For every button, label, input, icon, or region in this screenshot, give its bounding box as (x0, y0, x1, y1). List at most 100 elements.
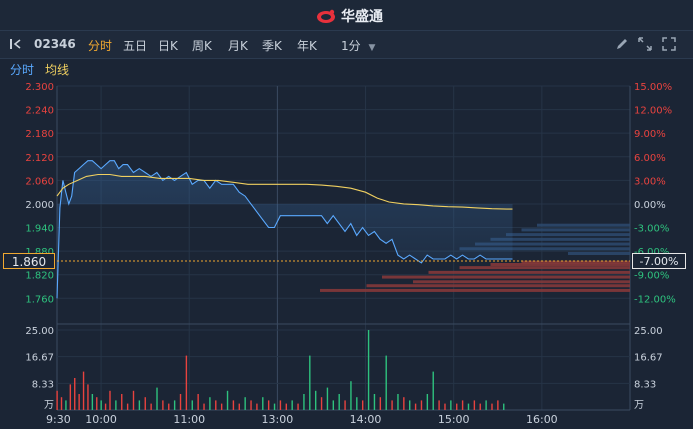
volume-bar (185, 355, 188, 410)
order-book-bar (490, 237, 630, 241)
volume-bar (367, 330, 370, 410)
vol-tick-right: 25.00 (634, 326, 663, 337)
volume-bar (326, 387, 329, 410)
legend-timeshare[interactable]: 分时 (10, 63, 35, 77)
volume-bar (503, 403, 505, 410)
y-tick-right: 12.00% (634, 106, 672, 117)
tab-monthly-k[interactable]: 月K (228, 39, 248, 53)
volume-bar (179, 394, 182, 410)
price-area (57, 160, 513, 299)
order-book-bar (459, 247, 630, 251)
y-tick-left: 1.760 (25, 294, 54, 305)
y-tick-right: -9.00% (634, 271, 669, 282)
volume-bar (121, 394, 123, 410)
volume-bar (232, 400, 235, 410)
order-book-bar (366, 284, 630, 288)
volume-bar (273, 403, 276, 410)
volume-bar (209, 397, 211, 410)
vol-tick-right: 16.67 (634, 353, 663, 364)
x-tick: 9:30 (46, 413, 71, 426)
order-book-bar (475, 242, 630, 246)
order-book-bar (490, 262, 630, 266)
y-tick-left: 2.180 (25, 129, 54, 140)
tab-quarterly-k[interactable]: 季K (262, 39, 282, 53)
y-tick-left: 1.940 (25, 224, 54, 235)
current-change-tag: -7.00% (632, 253, 686, 269)
interval-select[interactable]: 1分 ▼ (341, 37, 375, 54)
x-tick: 11:00 (173, 413, 205, 426)
volume-bar (491, 403, 493, 410)
volume-bar (350, 381, 352, 410)
volume-bar (373, 394, 376, 410)
volume-bar (479, 403, 481, 410)
vol-tick-right: 8.33 (634, 379, 656, 390)
x-tick: 16:00 (526, 413, 558, 426)
volume-bar (497, 400, 499, 410)
y-tick-right: 6.00% (634, 153, 666, 164)
x-tick: 14:00 (350, 413, 382, 426)
tab-daily-k[interactable]: 日K (158, 39, 178, 53)
y-tick-right: -12.00% (634, 294, 676, 305)
chevron-down-icon: ▼ (368, 43, 376, 53)
volume-bar (403, 397, 405, 410)
y-tick-right: 15.00% (634, 82, 672, 93)
volume-bar (197, 394, 199, 410)
vol-tick-left: 25.00 (25, 326, 54, 337)
volume-bar (379, 397, 382, 410)
volume-bar (144, 397, 146, 410)
vol-tick-right: 万 (634, 400, 644, 411)
price-line (56, 160, 513, 299)
volume-bar (109, 390, 111, 410)
volume-bar (238, 403, 240, 410)
volume-bar (82, 371, 85, 410)
order-book-bar (506, 233, 630, 237)
tab-weekly-k[interactable]: 周K (192, 39, 212, 53)
order-book-bar (428, 270, 630, 274)
chart-grid (56, 85, 631, 411)
volume-bar (65, 400, 67, 410)
volume-bar (432, 371, 434, 410)
brand-name: 华盛通 (341, 9, 383, 25)
volume-bar (438, 400, 440, 410)
brand: 华盛通 (315, 6, 383, 26)
volume-bar (467, 403, 470, 410)
vol-tick-left: 16.67 (25, 353, 54, 364)
current-price-tag: 1.860 (3, 253, 55, 269)
volume-bar (96, 397, 98, 410)
volume-bar (78, 394, 80, 410)
volume-bar (362, 400, 364, 410)
volume-bar (156, 387, 158, 410)
y-tick-right: 0.00% (634, 200, 666, 211)
y-tick-left: 2.300 (25, 82, 54, 93)
volume-bar (356, 397, 358, 410)
volume-bar (162, 400, 164, 410)
order-book-bar (382, 275, 630, 279)
volume-bar (426, 394, 429, 410)
tab-five-day[interactable]: 五日 (123, 39, 148, 53)
fullscreen-icon[interactable] (661, 36, 677, 52)
y-tick-left: 2.240 (25, 106, 54, 117)
volume-bar (309, 355, 311, 410)
y-tick-right: -3.00% (634, 224, 669, 235)
tab-yearly-k[interactable]: 年K (297, 39, 317, 53)
volume-bar (215, 400, 217, 410)
expand-icon[interactable] (637, 36, 653, 52)
volume-bar (444, 403, 446, 410)
volume-bar (191, 400, 193, 410)
brand-logo-icon (317, 9, 335, 23)
interval-value: 1分 (341, 39, 361, 53)
collapse-icon[interactable] (8, 36, 24, 52)
y-tick-left: 1.820 (25, 271, 54, 282)
order-book-bar (568, 251, 630, 255)
legend-avg-line[interactable]: 均线 (45, 63, 70, 77)
volume-bar (344, 400, 346, 410)
volume-bar (220, 403, 223, 410)
tab-timeshare[interactable]: 分时 (88, 39, 113, 53)
volume-bar (262, 397, 264, 410)
y-tick-left: 1.880 (25, 247, 54, 258)
x-axis-labels: 9:30 10:00 11:00 13:00 14:00 15:00 16:00 (46, 413, 558, 426)
pencil-icon[interactable] (614, 36, 630, 52)
volume-bar (173, 400, 176, 410)
volume-bar (414, 403, 417, 410)
